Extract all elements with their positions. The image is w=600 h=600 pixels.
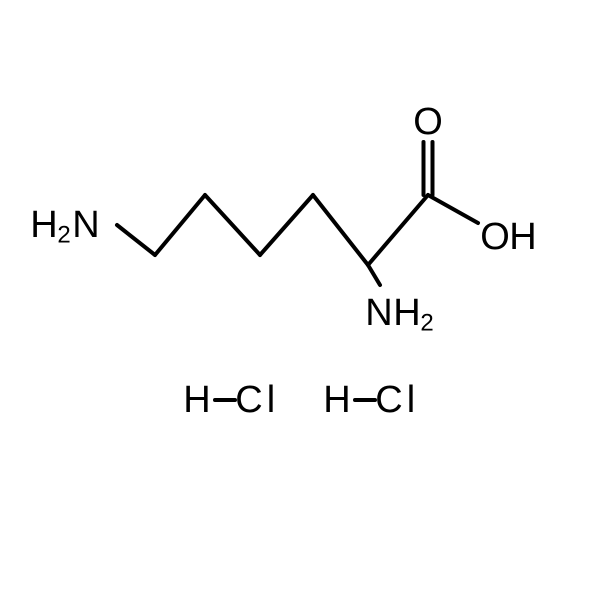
svg-text:N: N (365, 292, 392, 334)
svg-text:H: H (393, 292, 420, 334)
svg-text:H: H (183, 379, 210, 421)
svg-text:2: 2 (420, 310, 433, 337)
svg-text:l: l (267, 379, 275, 421)
svg-text:2: 2 (57, 222, 70, 249)
svg-text:C: C (375, 379, 402, 421)
svg-text:N: N (72, 204, 99, 246)
svg-text:H: H (30, 204, 57, 246)
svg-text:O: O (480, 216, 510, 258)
svg-text:l: l (407, 379, 415, 421)
svg-text:H: H (509, 216, 536, 258)
svg-text:H: H (323, 379, 350, 421)
svg-text:C: C (235, 379, 262, 421)
svg-text:O: O (413, 101, 443, 143)
